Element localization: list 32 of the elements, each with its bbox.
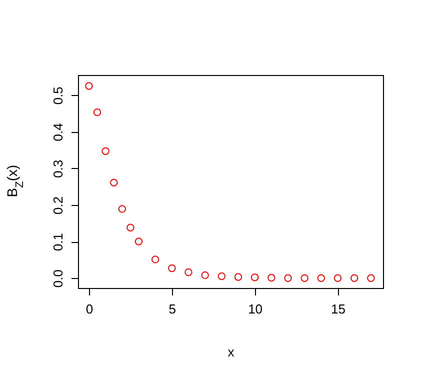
point bbox=[218, 272, 226, 280]
x-tick-label: 5 bbox=[168, 302, 176, 316]
y-tick-label: 0.1 bbox=[50, 232, 66, 252]
x-axis-title: x bbox=[228, 344, 235, 360]
x-tick-label: 15 bbox=[330, 302, 346, 316]
point bbox=[126, 224, 134, 232]
y-tick-label: 0.0 bbox=[50, 270, 66, 288]
point bbox=[334, 274, 342, 282]
point bbox=[118, 205, 126, 213]
point bbox=[350, 274, 358, 282]
point bbox=[85, 82, 93, 90]
point bbox=[134, 238, 143, 246]
x-tick-label: 10 bbox=[248, 302, 263, 316]
y-tick-label: 0.2 bbox=[50, 196, 66, 214]
point bbox=[184, 268, 192, 276]
y-tick-label: 0.5 bbox=[50, 86, 66, 105]
point bbox=[234, 273, 242, 281]
point bbox=[102, 147, 110, 155]
point bbox=[201, 271, 209, 280]
point bbox=[300, 274, 308, 282]
point bbox=[367, 274, 375, 282]
point bbox=[151, 256, 160, 264]
point bbox=[168, 264, 176, 272]
point bbox=[250, 274, 259, 282]
x-tick-label: 0 bbox=[86, 302, 94, 316]
y-tick-label: 0.3 bbox=[50, 160, 66, 178]
point bbox=[93, 108, 102, 116]
point bbox=[110, 178, 118, 186]
point bbox=[284, 274, 292, 282]
point bbox=[317, 274, 325, 282]
y-tick-label: 0.4 bbox=[50, 123, 66, 142]
point bbox=[268, 274, 276, 282]
